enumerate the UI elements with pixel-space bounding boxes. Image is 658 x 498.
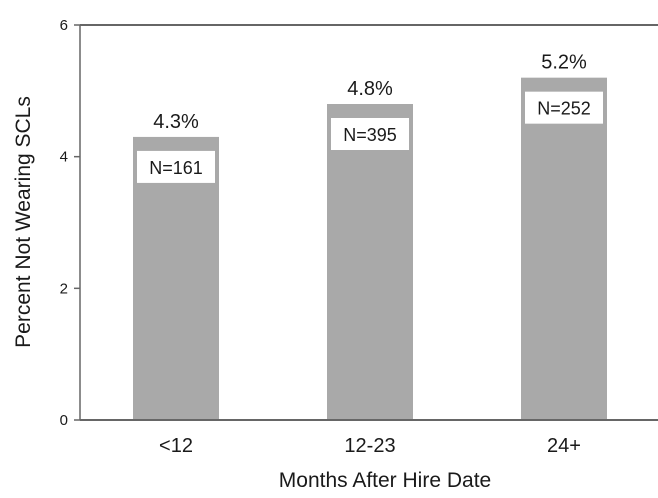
y-tick-label: 6 (60, 17, 68, 34)
n-label-box (137, 150, 215, 183)
bar (133, 136, 219, 420)
bar (521, 77, 607, 421)
bar-value-label: 4.3% (153, 111, 199, 133)
n-label: N=252 (537, 99, 591, 119)
bars-layer (133, 77, 607, 421)
y-tick-label: 2 (60, 280, 68, 297)
bar-value-label: 5.2% (541, 52, 587, 74)
axes-layer (79, 24, 658, 421)
bar-value-label: 4.8% (347, 78, 393, 100)
x-category-label: <12 (159, 435, 193, 457)
n-label: N=161 (149, 158, 203, 178)
bar (327, 104, 413, 420)
n-label-box (525, 91, 603, 124)
x-axis-title: Months After Hire Date (279, 469, 491, 492)
x-category-label: 12-23 (344, 435, 395, 457)
n-label-box (331, 118, 409, 150)
n-label: N=395 (343, 125, 397, 145)
x-category-label: 24+ (547, 435, 581, 457)
bar-labels: 4.3% N=161 4.8% N=395 5.2% N=252 (137, 52, 603, 183)
y-tick-label: 4 (60, 149, 68, 166)
x-category-labels: <12 12-23 24+ (159, 435, 581, 457)
y-ticks: 0 2 4 6 (60, 17, 80, 429)
y-axis-title: Percent Not Wearing SCLs (12, 96, 35, 348)
y-tick-label: 0 (60, 412, 68, 429)
